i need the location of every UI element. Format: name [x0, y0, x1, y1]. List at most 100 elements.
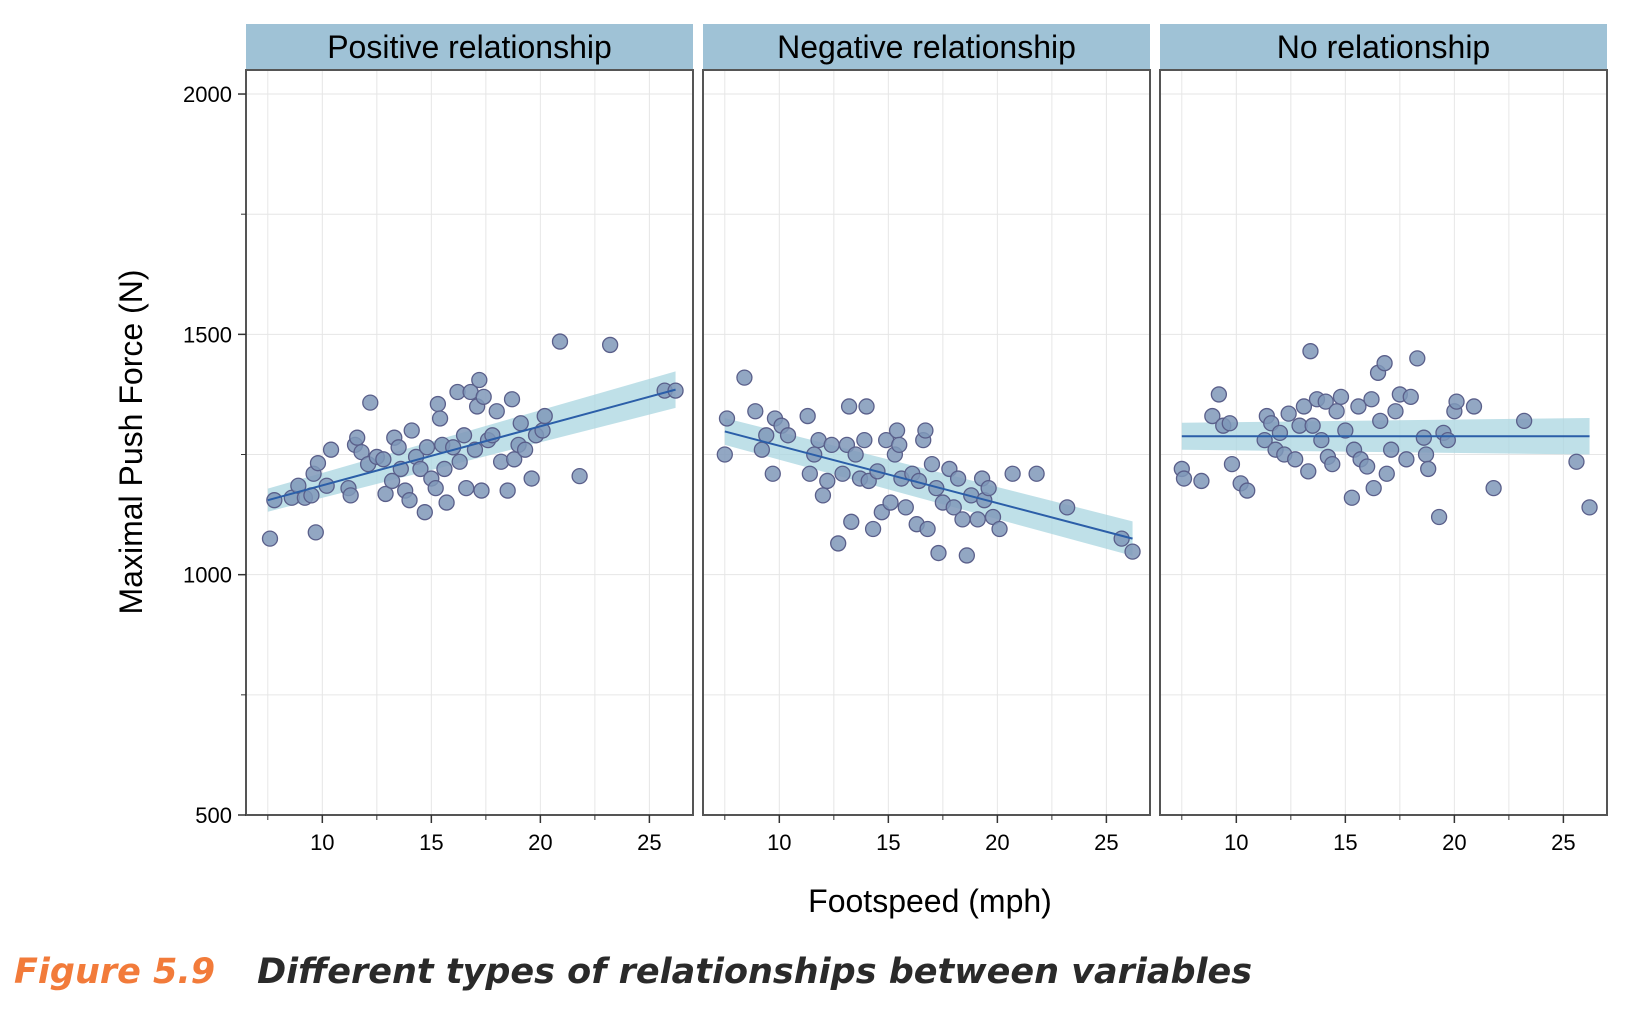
data-point [1581, 499, 1598, 516]
data-point [416, 504, 433, 521]
data-point [1376, 355, 1393, 372]
data-point [383, 472, 401, 490]
data-point [431, 410, 449, 427]
data-point [856, 431, 873, 449]
data-point [1465, 398, 1483, 415]
data-point [897, 499, 914, 516]
data-point [1409, 350, 1426, 367]
data-point [1210, 386, 1228, 403]
data-point [458, 480, 475, 497]
panel-border [702, 69, 1151, 816]
data-point [488, 403, 505, 420]
data-point [1287, 451, 1304, 468]
data-point [1300, 463, 1317, 480]
data-point [1313, 431, 1330, 449]
data-point [307, 524, 324, 541]
data-point [819, 472, 836, 490]
data-point [1239, 482, 1256, 499]
data-point [1398, 451, 1415, 468]
data-point [451, 453, 468, 470]
figure-caption-text: Different types of relationships between… [257, 952, 1253, 992]
data-point [512, 415, 529, 432]
data-point [718, 410, 736, 427]
data-point [1372, 412, 1389, 430]
facet-panel: No relationship 10 15 20 25 [1159, 24, 1608, 855]
x-tick-label: 10 [310, 830, 334, 855]
data-point [917, 422, 934, 439]
data-point [1515, 412, 1533, 430]
data-point [1420, 460, 1437, 478]
data-point [342, 487, 359, 504]
data-point [1439, 431, 1456, 449]
data-point [1343, 489, 1361, 506]
data-point [1324, 455, 1341, 473]
data-point [1448, 393, 1465, 410]
data-point [427, 480, 444, 497]
facet-panel: Positive relationship 10 15 20 25 [245, 24, 694, 855]
data-point [1317, 393, 1334, 410]
data-point [1415, 429, 1432, 446]
data-point [1295, 398, 1313, 415]
data-point [1350, 398, 1367, 415]
figure-number: Figure 5.9 [14, 952, 216, 992]
data-point [375, 451, 392, 468]
x-tick-label: 25 [1551, 830, 1575, 855]
data-point [834, 465, 851, 482]
data-point [1304, 417, 1321, 434]
data-point [309, 455, 327, 472]
data-point [601, 336, 619, 354]
x-tick-label: 15 [876, 830, 900, 855]
data-point [980, 480, 997, 497]
facet-panel: Negative relationship 10 15 20 25 [702, 24, 1151, 855]
confidence-band [267, 371, 676, 512]
data-point [1271, 424, 1289, 442]
data-point [847, 446, 864, 463]
data-point [1365, 480, 1382, 497]
data-point [882, 494, 899, 511]
data-point [747, 403, 764, 420]
x-axis-label: Footspeed (mph) [808, 883, 1052, 919]
data-point [523, 470, 540, 487]
data-point [830, 535, 847, 552]
x-tick-label: 10 [767, 830, 791, 855]
fit-line [724, 430, 1133, 540]
data-point [888, 422, 906, 439]
data-point [814, 487, 832, 504]
data-point [1387, 403, 1404, 420]
data-point [438, 494, 455, 511]
data-point [801, 465, 818, 482]
data-point [1568, 453, 1585, 470]
data-point [1193, 472, 1210, 490]
data-point [958, 547, 975, 564]
data-point [764, 465, 781, 482]
data-point [362, 394, 379, 411]
y-tick-label: 2000 [183, 82, 232, 107]
data-point [945, 499, 962, 516]
facet-title: Positive relationship [327, 29, 612, 65]
data-point [516, 441, 534, 458]
facet-title: No relationship [1277, 29, 1490, 65]
x-tick-label: 10 [1224, 830, 1248, 855]
data-point [1221, 415, 1238, 432]
facet-title: Negative relationship [777, 29, 1076, 65]
data-point [429, 395, 447, 413]
y-tick-label: 1500 [183, 322, 232, 347]
data-point [1363, 391, 1380, 408]
data-point [473, 482, 490, 499]
x-tick-label: 15 [419, 830, 443, 855]
data-point [969, 511, 986, 528]
data-point [412, 460, 429, 478]
facet-strip [703, 24, 1150, 70]
data-point [1204, 407, 1221, 425]
data-point [551, 333, 569, 350]
panel-border [245, 69, 694, 816]
data-point [1430, 508, 1448, 526]
data-point [455, 427, 473, 444]
data-point [377, 485, 394, 503]
data-point [436, 460, 453, 478]
data-point [503, 391, 521, 408]
data-point [923, 455, 941, 473]
x-tick-label: 20 [1442, 830, 1466, 855]
data-point [843, 513, 860, 530]
data-point [891, 436, 908, 454]
